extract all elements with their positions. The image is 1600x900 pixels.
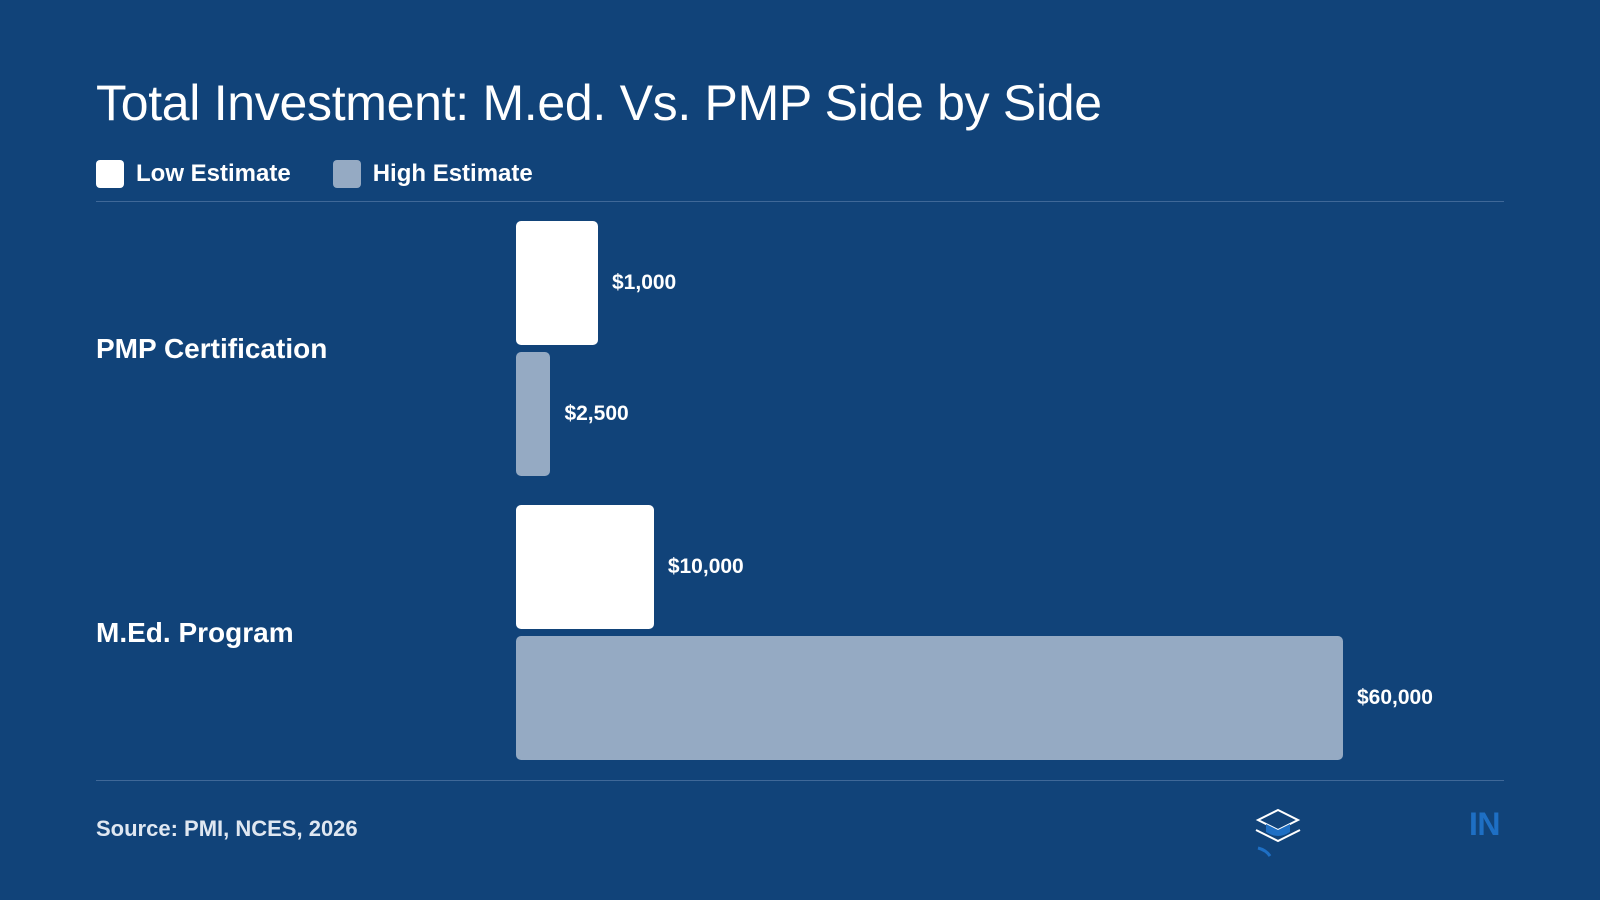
legend: Low Estimate High Estimate [96,160,533,188]
source-note: Source: PMI, NCES, 2026 [96,816,358,841]
legend-swatch-low [96,160,124,188]
data-label: $60,000 [1357,686,1433,709]
category-label: PMP Certification [96,332,328,364]
category-label: M.Ed. Program [96,616,294,648]
legend-item-high: High Estimate [332,160,533,188]
top-divider [96,201,1504,202]
bar-low-0 [516,221,598,345]
graduation-cap-icon [1252,808,1304,869]
bar-low-1 [516,505,654,629]
bar-high-0 [516,352,551,476]
data-label: $1,000 [612,271,677,294]
chart-title: Total Investment: M.ed. Vs. PMP Side by … [96,75,1102,131]
bottom-divider [96,780,1504,781]
bar-high-1 [516,636,1343,760]
legend-label-high: High Estimate [372,160,533,187]
legend-swatch-high [332,160,361,188]
data-label: $2,500 [564,402,629,425]
legend-item-low: Low Estimate [96,160,291,188]
brand-logo-text: IN [1469,806,1501,842]
data-label: $10,000 [667,555,744,578]
legend-label-low: Low Estimate [136,160,291,187]
